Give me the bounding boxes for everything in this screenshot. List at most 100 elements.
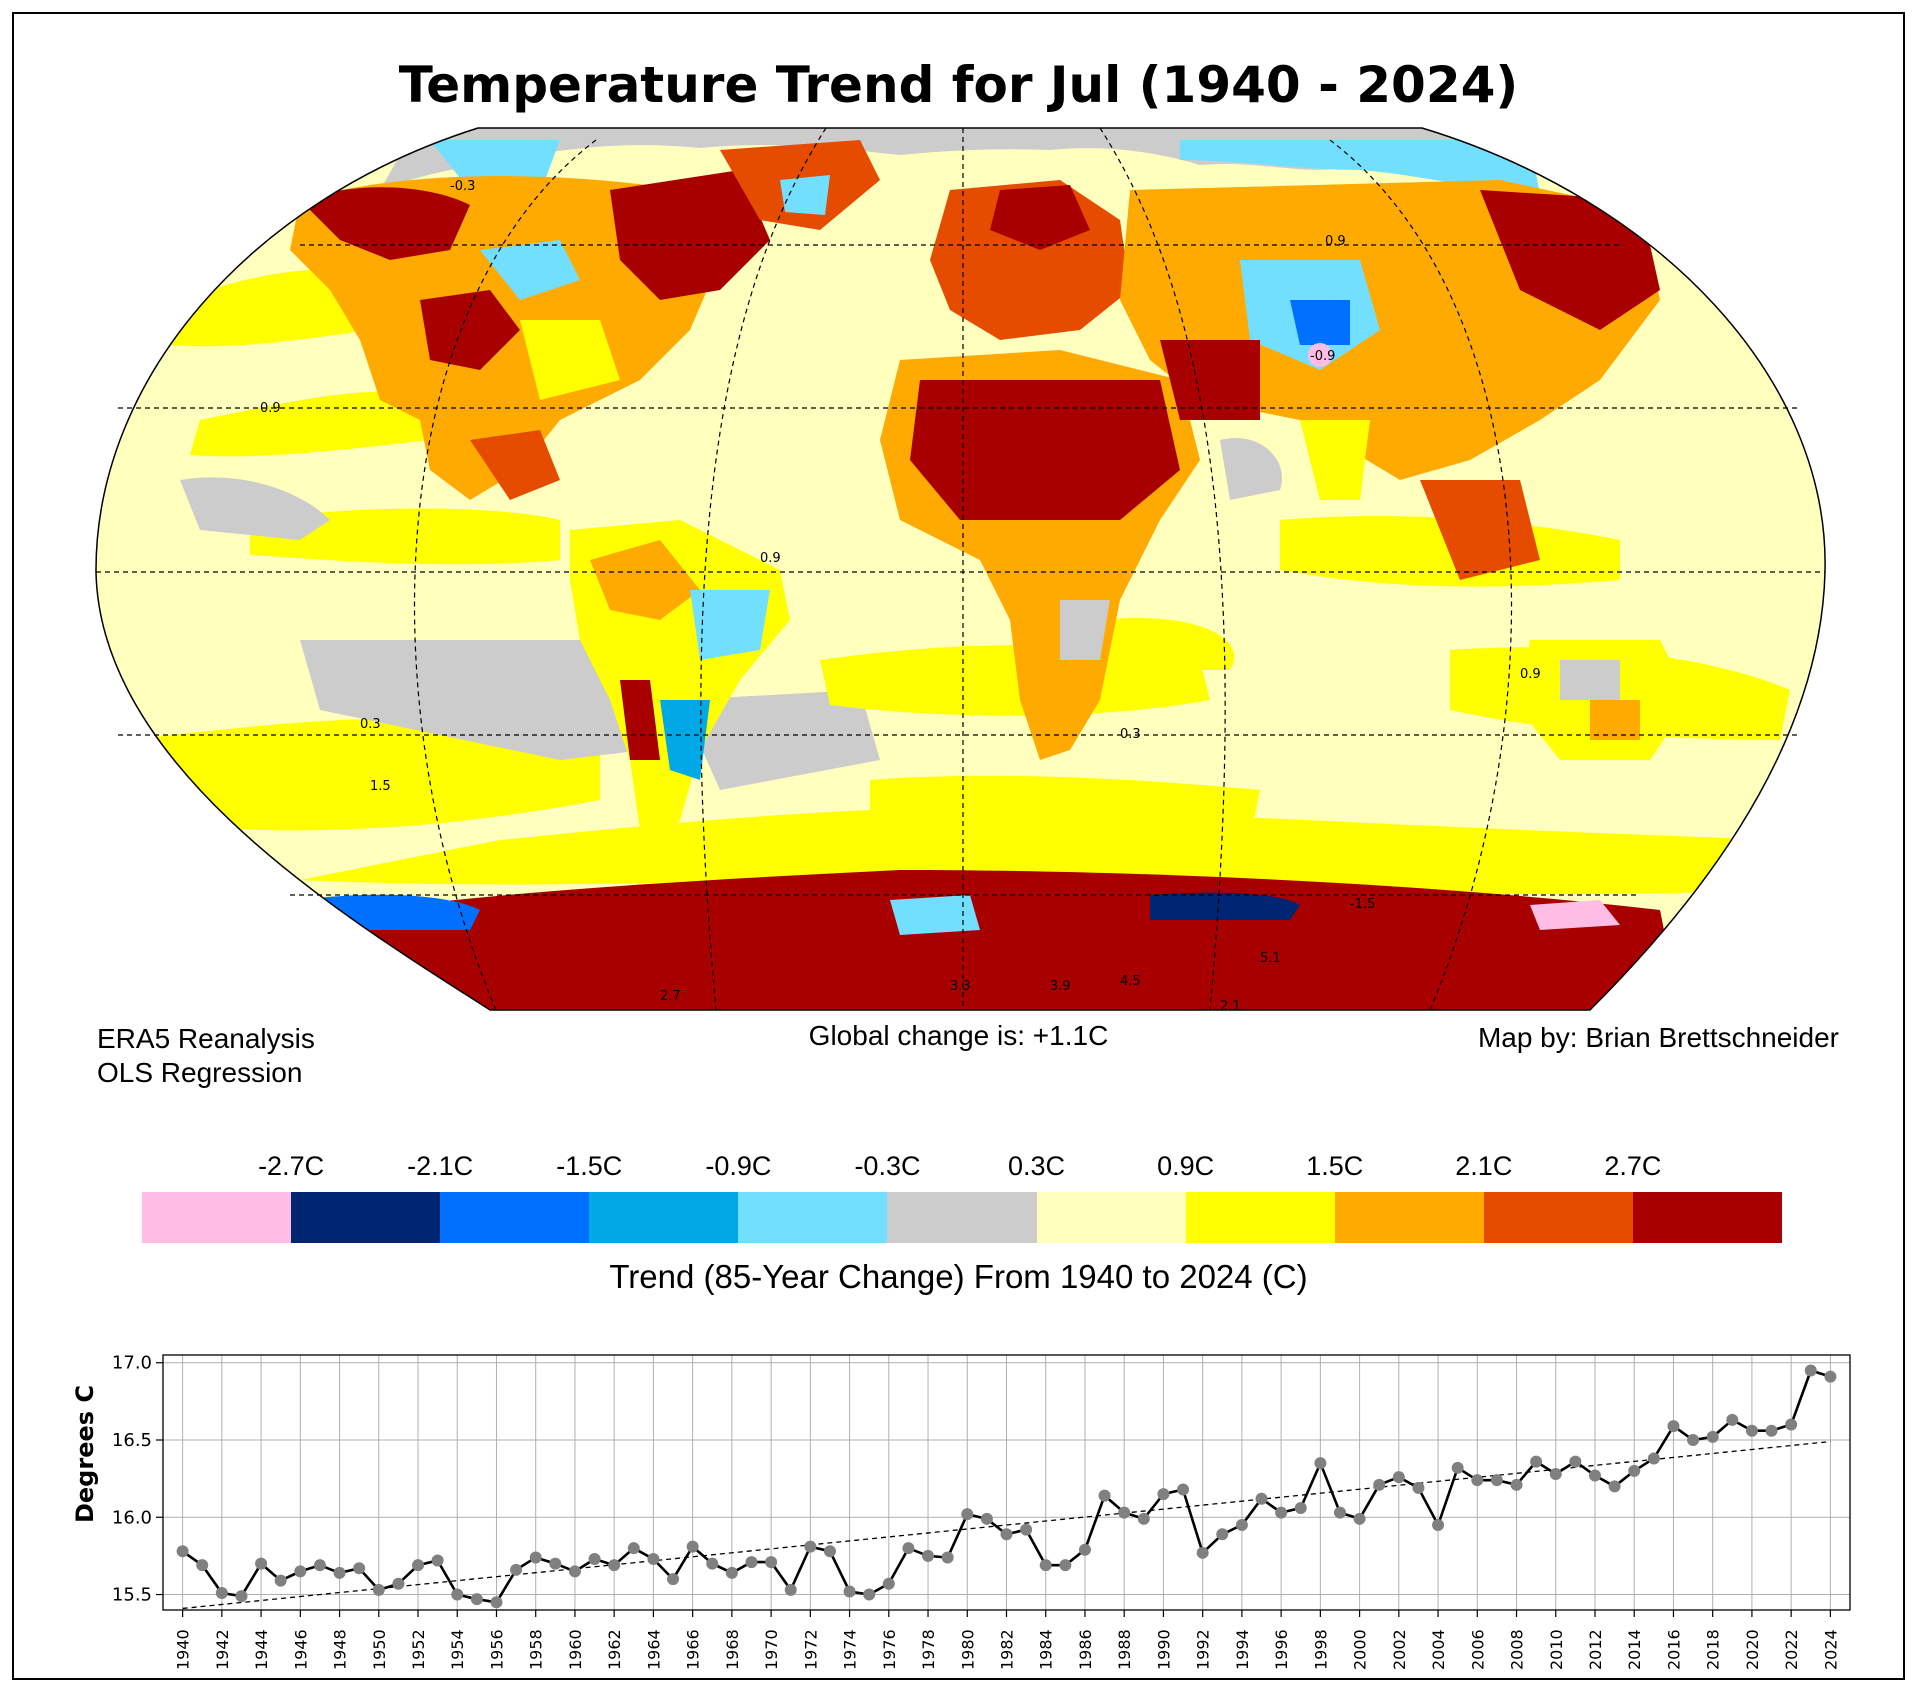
colorbar-tick-label: 2.1C bbox=[1455, 1151, 1513, 1181]
tibet-cold bbox=[1290, 300, 1350, 345]
data-point bbox=[451, 1588, 464, 1601]
y-axis-label: Degrees C bbox=[71, 1385, 99, 1523]
australia-warm bbox=[1590, 700, 1640, 740]
data-point bbox=[961, 1508, 974, 1521]
data-point bbox=[1647, 1452, 1660, 1465]
data-point bbox=[725, 1566, 738, 1579]
global-change-text: Global change is: +1.1C bbox=[808, 1020, 1109, 1051]
x-tick-label: 1952 bbox=[409, 1629, 428, 1670]
colorbar-swatch bbox=[142, 1192, 292, 1243]
contour-label: 0.3 bbox=[360, 717, 381, 732]
data-point bbox=[1510, 1478, 1523, 1491]
amazon-warm bbox=[590, 540, 700, 620]
weddell-cold bbox=[890, 895, 980, 935]
us-central bbox=[520, 320, 620, 400]
data-point bbox=[1745, 1424, 1758, 1437]
x-tick-label: 1944 bbox=[252, 1629, 271, 1670]
graticule bbox=[96, 127, 1825, 1011]
contour-label: 5.1 bbox=[1260, 951, 1281, 966]
data-point bbox=[1804, 1364, 1817, 1377]
data-point bbox=[372, 1583, 385, 1596]
colorbar bbox=[142, 1192, 1783, 1243]
data-point bbox=[1765, 1424, 1778, 1437]
data-point bbox=[235, 1590, 248, 1603]
contour-label: 0.9 bbox=[260, 401, 281, 416]
data-point bbox=[784, 1583, 797, 1596]
data-point bbox=[431, 1554, 444, 1567]
figure-frame bbox=[12, 12, 1905, 1680]
antarctic-cold-east bbox=[1150, 892, 1300, 920]
globe-outline bbox=[95, 127, 1826, 1011]
npac-gray bbox=[180, 477, 330, 540]
x-tick-label: 1960 bbox=[566, 1629, 585, 1670]
colorbar-swatch bbox=[440, 1192, 590, 1243]
southern-africa-gray bbox=[1060, 600, 1110, 660]
colorbar-swatch bbox=[1632, 1192, 1783, 1243]
x-tick-label: 2014 bbox=[1625, 1629, 1644, 1670]
x-tick-label: 1964 bbox=[644, 1629, 663, 1670]
contour-label: 0.9 bbox=[1325, 234, 1346, 249]
x-tick-label: 1966 bbox=[684, 1629, 703, 1670]
data-point bbox=[745, 1556, 758, 1569]
x-tick-label: 1950 bbox=[370, 1629, 389, 1670]
x-tick-label: 1994 bbox=[1233, 1629, 1252, 1670]
colorbar-swatch bbox=[291, 1192, 441, 1243]
data-point bbox=[882, 1577, 895, 1590]
method-label: OLS Regression bbox=[97, 1057, 303, 1088]
x-tick-label: 1980 bbox=[958, 1629, 977, 1670]
x-tick-label: 1982 bbox=[998, 1629, 1017, 1670]
arctic-gray bbox=[380, 128, 1520, 190]
chart-grid bbox=[163, 1355, 1850, 1610]
x-tick-label: 2016 bbox=[1664, 1629, 1683, 1670]
colorbar-swatch bbox=[738, 1192, 888, 1243]
data-point bbox=[529, 1551, 542, 1564]
dataset-label: ERA5 Reanalysis bbox=[97, 1023, 315, 1054]
author-credit: Map by: Brian Brettschneider bbox=[1477, 1022, 1839, 1053]
data-point bbox=[922, 1549, 935, 1562]
colorbar-tick-label: 0.3C bbox=[1008, 1151, 1066, 1181]
data-point bbox=[1392, 1471, 1405, 1484]
x-tick-label: 1986 bbox=[1076, 1629, 1095, 1670]
arctic-cold-west bbox=[430, 140, 560, 180]
greenland-cold bbox=[780, 175, 830, 215]
argentina-cold bbox=[660, 700, 710, 780]
siberia-hot bbox=[1480, 190, 1660, 330]
data-point bbox=[941, 1551, 954, 1564]
data-point bbox=[1294, 1502, 1307, 1514]
x-tick-label: 1972 bbox=[801, 1629, 820, 1670]
antarctica-hot bbox=[280, 870, 1680, 1010]
data-point bbox=[1177, 1483, 1190, 1496]
contour-label: 0.9 bbox=[1520, 667, 1541, 682]
data-point bbox=[274, 1574, 287, 1587]
x-tick-label: 1956 bbox=[487, 1629, 506, 1670]
plot-frame bbox=[162, 1354, 1851, 1611]
y-tick-label: 15.5 bbox=[112, 1585, 152, 1606]
contour-label: -1.5 bbox=[1350, 897, 1375, 912]
data-point bbox=[667, 1573, 680, 1586]
data-point bbox=[1373, 1478, 1386, 1491]
arabian-gray bbox=[1220, 438, 1282, 500]
x-tick-label: 1970 bbox=[762, 1629, 781, 1670]
colorbar-tick-label: -2.1C bbox=[407, 1151, 474, 1181]
series-layer bbox=[176, 1364, 1837, 1609]
x-tick-label: 1996 bbox=[1272, 1629, 1291, 1670]
data-point bbox=[1824, 1370, 1837, 1383]
data-source-credit: ERA5 Reanalysis OLS Regression bbox=[97, 1022, 315, 1090]
contour-label: -0.3 bbox=[450, 179, 475, 194]
lon-120e bbox=[1329, 139, 1513, 1011]
x-tick-label: 2008 bbox=[1508, 1629, 1527, 1670]
y-tick-label: 17.0 bbox=[112, 1353, 152, 1374]
colorbar-tick-label: -0.9C bbox=[705, 1151, 772, 1181]
x-tick-label: 1990 bbox=[1154, 1629, 1173, 1670]
andes-hot bbox=[620, 680, 660, 760]
data-point bbox=[823, 1545, 836, 1558]
contour-label: 2.1 bbox=[1220, 999, 1241, 1014]
x-tick-label: 1974 bbox=[841, 1629, 860, 1670]
satl-gray bbox=[680, 690, 880, 790]
canada-east-hot bbox=[610, 170, 770, 300]
colorbar-swatch bbox=[1483, 1192, 1633, 1243]
x-tick-label: 2004 bbox=[1429, 1629, 1448, 1670]
data-point bbox=[1667, 1420, 1680, 1433]
data-point bbox=[1333, 1506, 1346, 1519]
